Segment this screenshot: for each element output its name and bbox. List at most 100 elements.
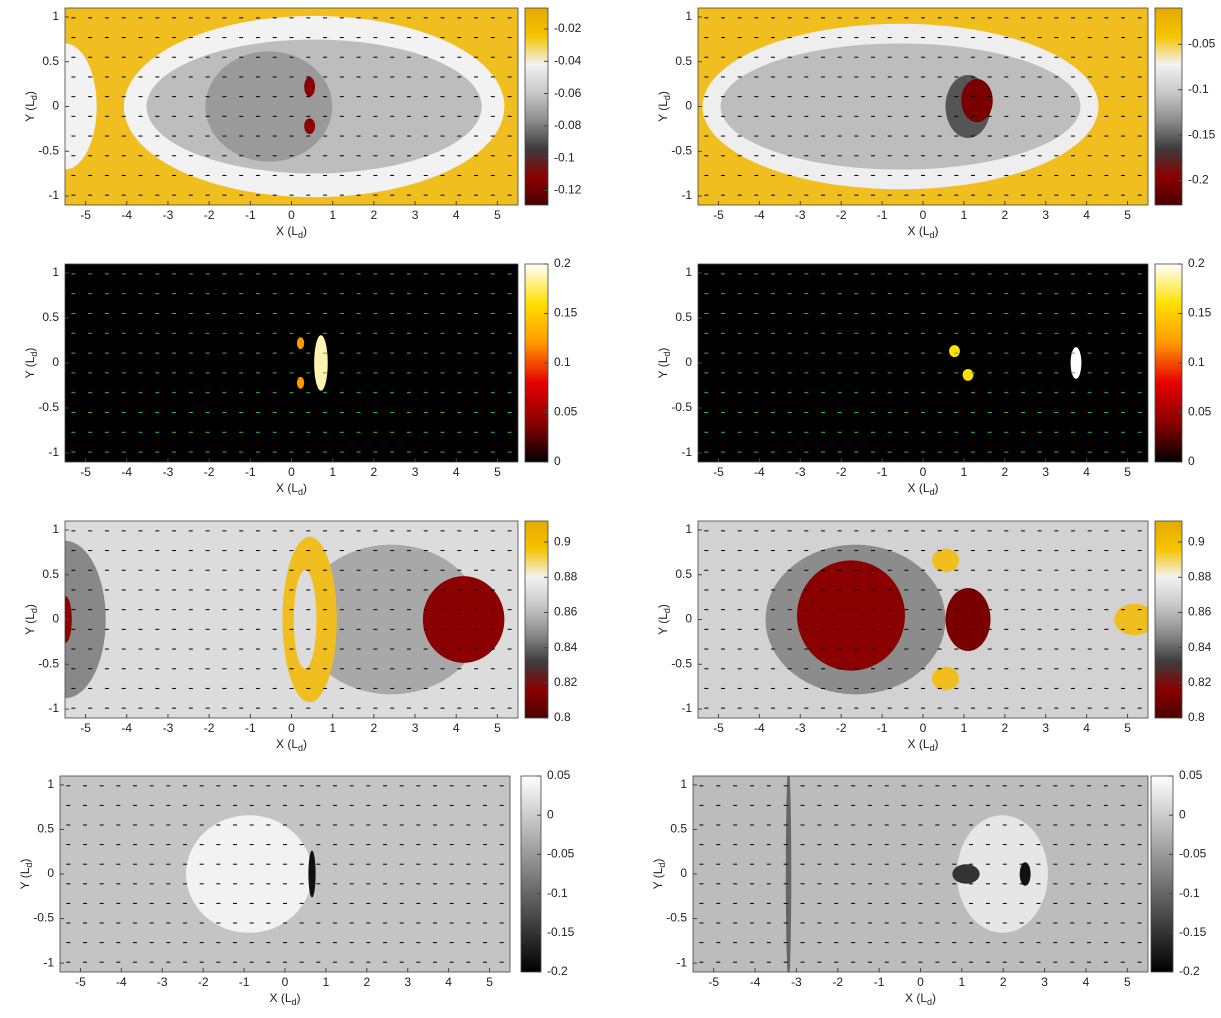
y-tick-label: -0.5 xyxy=(671,400,692,414)
y-axis-label-part: ) xyxy=(23,91,37,95)
x-tick-label: 1 xyxy=(961,721,968,735)
y-tick-label: 0.5 xyxy=(670,822,687,836)
colorbar-tick-label: 0.82 xyxy=(1188,675,1212,689)
x-tick-label: 2 xyxy=(371,721,378,735)
x-axis-label-part: d xyxy=(927,997,932,1007)
colorbar-tick-label: 0 xyxy=(554,454,561,468)
x-tick-label: 4 xyxy=(1083,721,1090,735)
colorbar-tick-label: 0.88 xyxy=(1188,569,1212,583)
x-axis-label: X (Ld) xyxy=(905,991,936,1007)
y-tick-label: -0.5 xyxy=(38,400,59,414)
field-region xyxy=(205,51,333,162)
x-tick-label: 2 xyxy=(363,975,370,989)
field-region xyxy=(422,576,505,663)
field xyxy=(65,521,518,718)
field-region xyxy=(961,78,993,123)
y-axis-label-part: Y (L xyxy=(656,356,670,378)
y-axis-label-part: d xyxy=(657,863,667,868)
x-tick-label: 1 xyxy=(329,721,336,735)
x-tick-label: 3 xyxy=(412,721,419,735)
y-tick-label: -1 xyxy=(681,701,692,715)
x-axis-label-part: X (L xyxy=(276,481,298,495)
x-tick-label: -4 xyxy=(750,975,761,989)
y-tick-label: -1 xyxy=(676,955,687,969)
field xyxy=(65,8,518,205)
y-axis-label-part: Y (L xyxy=(656,100,670,122)
x-tick-label: 0 xyxy=(917,975,924,989)
x-tick-label: -4 xyxy=(121,721,132,735)
x-tick-label: 2 xyxy=(1001,208,1008,222)
y-tick-label: -0.5 xyxy=(666,911,687,925)
colorbar xyxy=(1154,520,1183,719)
colorbar-tick-label: 0.8 xyxy=(1188,710,1205,724)
panel: -5 -4 -3 -2 -1 0 1 2 3 4 5-1-0.500.51X (Ld)Y (Ld)0… xyxy=(23,256,578,497)
field-region xyxy=(785,776,792,972)
x-tick-label: 1 xyxy=(323,975,330,989)
x-axis-label-part: ) xyxy=(297,991,301,1005)
colorbar-tick-label: 0.1 xyxy=(1188,355,1205,369)
x-tick-label: 1 xyxy=(329,465,336,479)
x-tick-label: 0 xyxy=(920,721,927,735)
field-region xyxy=(932,666,959,691)
y-tick-label: 1 xyxy=(685,9,692,23)
x-tick-label: 5 xyxy=(1124,465,1131,479)
y-axis-label-part: ) xyxy=(23,604,37,608)
y-axis-label-part: Y (L xyxy=(23,100,37,122)
x-axis-label: X (Ld) xyxy=(276,224,307,240)
field-region xyxy=(1070,347,1082,379)
x-tick-label: 5 xyxy=(494,208,501,222)
colorbar-tick-label: 0.86 xyxy=(1188,605,1212,619)
y-tick-label: 0 xyxy=(685,612,692,626)
colorbar-tick-label: 0.88 xyxy=(554,569,578,583)
colorbar-tick-label: 0.05 xyxy=(554,405,578,419)
x-tick-label: -5 xyxy=(75,975,86,989)
y-axis-label-part: ) xyxy=(23,348,37,352)
panel: -5 -4 -3 -2 -1 0 1 2 3 4 5-1-0.500.51X (Ld)Y (Ld)0… xyxy=(656,520,1212,753)
x-tick-label: -5 xyxy=(80,465,91,479)
x-axis-label-part: ) xyxy=(935,737,939,751)
x-axis-label-part: d xyxy=(298,487,303,497)
field-background xyxy=(65,264,518,462)
colorbar-tick-label: 0.1 xyxy=(554,355,571,369)
y-axis-label-part: Y (L xyxy=(18,867,32,889)
field-region xyxy=(932,548,959,573)
colorbar-tick-label: 0.05 xyxy=(1179,768,1203,782)
y-axis-label-part: d xyxy=(24,863,34,868)
y-tick-label: 1 xyxy=(685,522,692,536)
y-axis-label: Y (Ld) xyxy=(651,859,667,890)
y-tick-label: -1 xyxy=(48,188,59,202)
x-axis-label-part: X (L xyxy=(907,481,929,495)
x-axis-label: X (Ld) xyxy=(276,737,307,753)
x-tick-label: -2 xyxy=(832,975,843,989)
field-region xyxy=(949,345,960,358)
y-axis-label-part: d xyxy=(29,352,39,357)
x-axis-label-part: ) xyxy=(935,481,939,495)
x-axis-label-part: X (L xyxy=(269,991,291,1005)
x-axis-label-part: d xyxy=(930,230,935,240)
x-tick-label: 5 xyxy=(1124,975,1131,989)
field-region xyxy=(945,587,991,652)
y-tick-label: -0.5 xyxy=(38,143,59,157)
panel: -5 -4 -3 -2 -1 0 1 2 3 4 5-1-0.500.51X (Ld)Y (Ld)-… xyxy=(656,7,1216,240)
colorbar-tick-label: -0.2 xyxy=(1188,173,1209,187)
y-tick-label: -1 xyxy=(681,188,692,202)
panel: -5 -4 -3 -2 -1 0 1 2 3 4 5-1-0.500.51X (Ld)Y (Ld)-… xyxy=(23,7,582,240)
x-tick-label: 4 xyxy=(1083,465,1090,479)
y-tick-label: 0.5 xyxy=(37,822,54,836)
x-tick-label: -5 xyxy=(708,975,719,989)
y-tick-label: -0.5 xyxy=(671,656,692,670)
y-tick-label: 0.5 xyxy=(675,567,692,581)
x-axis-label-part: X (L xyxy=(907,737,929,751)
colorbar-tick-label: -0.15 xyxy=(547,925,575,939)
field xyxy=(698,264,1148,462)
y-axis-label-part: d xyxy=(662,95,672,100)
x-tick-label: -5 xyxy=(80,721,91,735)
y-tick-label: 0 xyxy=(47,866,54,880)
x-tick-label: 1 xyxy=(329,208,336,222)
x-tick-label: 2 xyxy=(1000,975,1007,989)
x-tick-label: 2 xyxy=(1001,721,1008,735)
field-region xyxy=(65,540,106,699)
x-tick-label: -2 xyxy=(836,465,847,479)
x-axis-label-part: X (L xyxy=(907,224,929,238)
